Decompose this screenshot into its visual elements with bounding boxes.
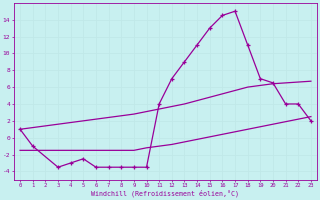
X-axis label: Windchill (Refroidissement éolien,°C): Windchill (Refroidissement éolien,°C) xyxy=(92,190,239,197)
